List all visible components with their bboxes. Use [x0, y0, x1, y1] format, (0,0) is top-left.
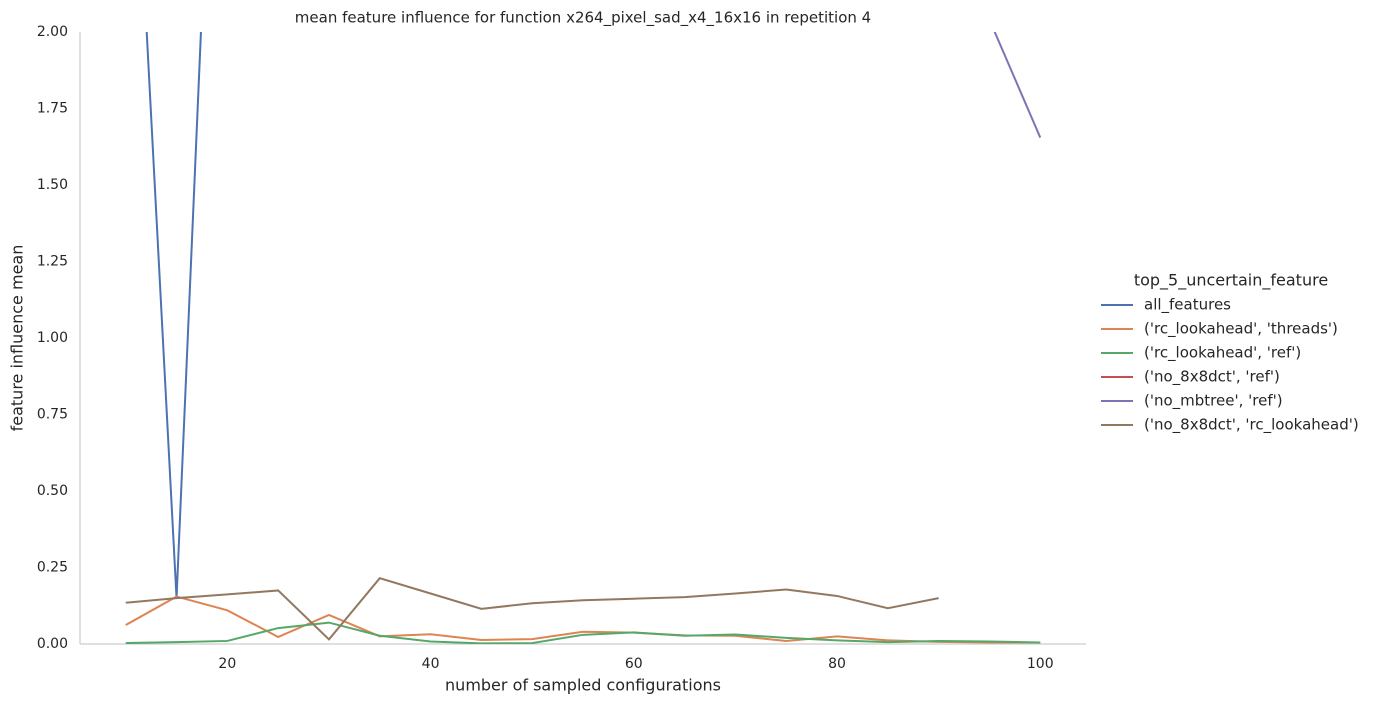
series-line [145, 32, 202, 599]
x-tick-label: 100 [1027, 656, 1054, 672]
y-tick-label: 2.00 [37, 24, 68, 40]
x-tick-label: 80 [828, 656, 846, 672]
x-tick-label: 40 [422, 656, 440, 672]
y-axis-label: feature influence mean [8, 245, 27, 432]
legend-label: ('rc_lookahead', 'ref') [1144, 344, 1301, 363]
legend-label: ('no_8x8dct', 'ref') [1144, 368, 1280, 387]
y-tick-label: 1.00 [37, 330, 68, 346]
y-tick-label: 0.50 [37, 483, 68, 499]
y-tick-label: 1.50 [37, 177, 68, 193]
legend-label: all_features [1144, 296, 1231, 315]
legend-label: ('no_mbtree', 'ref') [1144, 392, 1283, 411]
y-tick-label: 1.75 [37, 101, 68, 117]
series-line [125, 595, 1041, 644]
y-tick-label: 0.75 [37, 407, 68, 423]
y-tick-label: 0.00 [37, 636, 68, 652]
legend-label: ('no_8x8dct', 'rc_lookahead') [1144, 416, 1359, 435]
series-line [125, 577, 939, 641]
series-line [125, 621, 1041, 644]
plot-area [125, 32, 1042, 644]
x-axis-label: number of sampled configurations [445, 676, 721, 695]
chart-title: mean feature influence for function x264… [295, 9, 871, 28]
legend-title: top_5_uncertain_feature [1134, 271, 1328, 291]
series-line [993, 32, 1042, 138]
y-tick-label: 1.25 [37, 254, 68, 270]
x-tick-label: 20 [218, 656, 236, 672]
y-tick-label: 0.25 [37, 560, 68, 576]
x-tick-label: 60 [625, 656, 643, 672]
legend-label: ('rc_lookahead', 'threads') [1144, 320, 1338, 339]
